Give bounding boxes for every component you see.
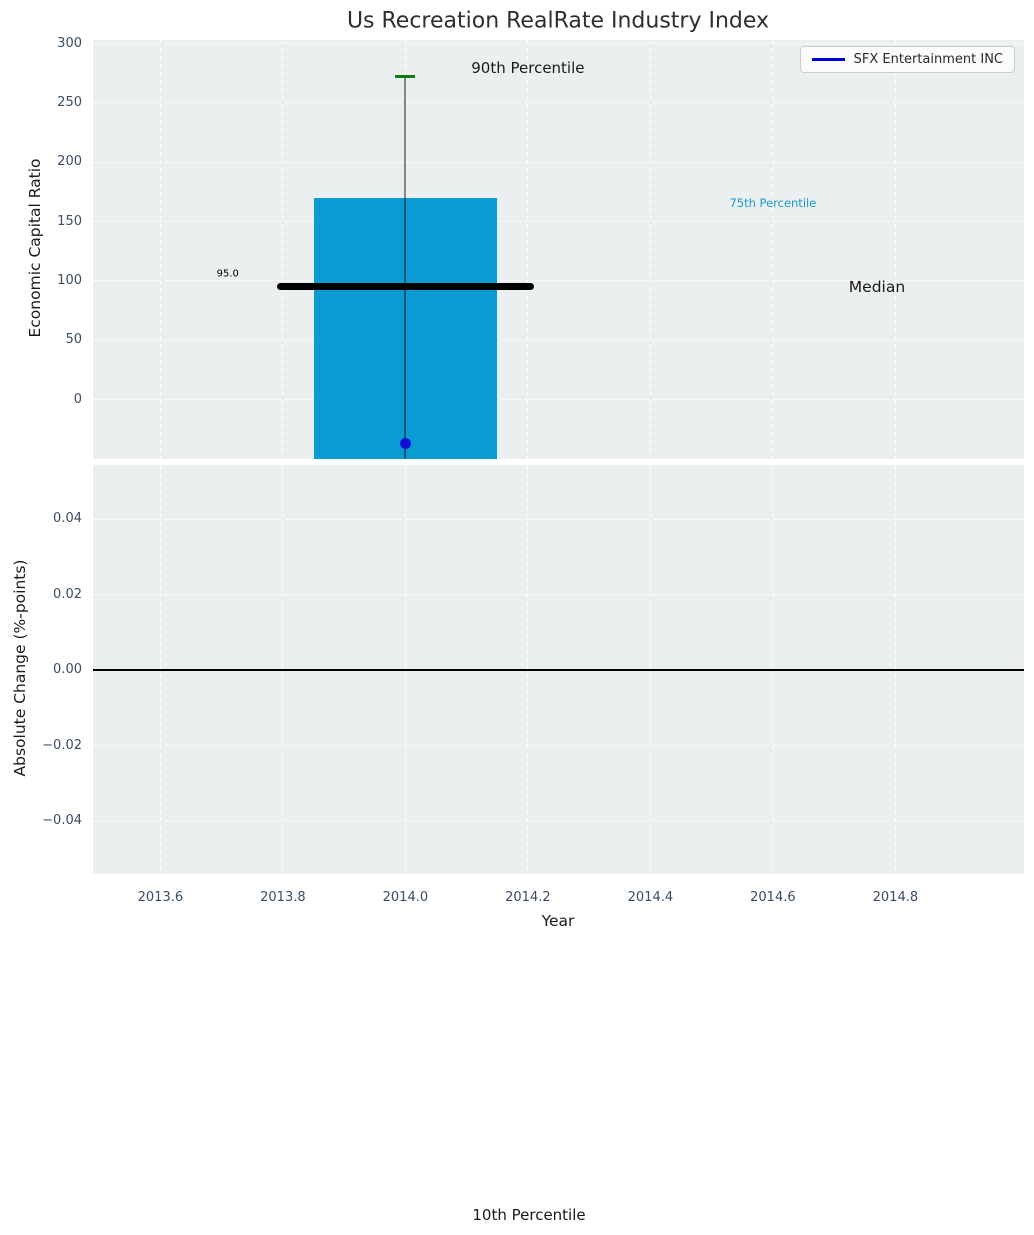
industry-percentile-bar: [313, 197, 498, 459]
chart-title: Us Recreation RealRate Industry Index: [346, 8, 770, 34]
x-tick-label: 2013.6: [137, 890, 184, 905]
annotation-median: Median: [848, 277, 906, 296]
y-tick-label-bottom: −0.04: [42, 813, 82, 829]
y-axis-label-top: Economic Capital Ratio: [26, 158, 44, 338]
axes-economic-capital-ratio: SFX Entertainment INC 90th Percentile 75t…: [93, 40, 1024, 459]
gridline-vertical: [159, 40, 161, 459]
gridline-horizontal: [93, 339, 1024, 341]
gridline-horizontal: [93, 161, 1024, 163]
annotation-75th-percentile: 75th Percentile: [729, 195, 817, 210]
gridline-horizontal: [93, 594, 1024, 596]
x-tick-label: 2014.4: [627, 890, 674, 905]
gridline-horizontal: [93, 221, 1024, 223]
y-tick-label-top: 250: [57, 94, 82, 110]
legend: SFX Entertainment INC: [799, 46, 1015, 73]
gridline-horizontal: [93, 43, 1024, 45]
x-tick-label: 2014.6: [750, 890, 796, 905]
annotation-90th-percentile: 90th Percentile: [471, 59, 585, 78]
y-tick-label-top: 50: [65, 332, 82, 348]
gridline-horizontal: [93, 102, 1024, 104]
y-tick-label-top: 0: [73, 391, 82, 407]
y-tick-label-bottom: 0.02: [53, 586, 82, 602]
y-tick-label-top: 100: [57, 272, 82, 288]
company-data-point: [399, 438, 411, 450]
x-tick-label: 2014.2: [505, 890, 551, 905]
x-tick-label: 2014.0: [382, 890, 429, 905]
gridline-horizontal: [93, 745, 1024, 747]
y-tick-label-bottom: −0.02: [42, 737, 82, 753]
percentile-whisker: [404, 76, 407, 459]
gridline-horizontal: [93, 280, 1024, 282]
x-axis-label: Year: [541, 912, 575, 930]
gridline-horizontal: [93, 399, 1024, 401]
gridline-vertical: [282, 40, 284, 459]
x-tick-label: 2014.8: [872, 890, 919, 905]
x-tick-label: 2013.8: [260, 890, 306, 905]
y-tick-label-top: 200: [57, 154, 82, 170]
median-line: [276, 283, 534, 291]
annotation-median-value: 95.0: [216, 268, 239, 280]
gridline-vertical: [772, 40, 774, 459]
gridline-horizontal: [93, 518, 1024, 520]
y-tick-label-top: 150: [57, 213, 82, 229]
gridline-vertical: [894, 40, 896, 459]
gridline-vertical: [527, 40, 529, 459]
legend-line-icon: [811, 58, 845, 61]
y-tick-label-bottom: 0.04: [53, 511, 82, 526]
annotation-10th-percentile: 10th Percentile: [472, 1206, 586, 1224]
y-tick-label-bottom: 0.00: [53, 662, 82, 678]
legend-label: SFX Entertainment INC: [853, 52, 1003, 67]
zero-line: [93, 669, 1024, 671]
axes-absolute-change: [93, 465, 1024, 874]
gridline-horizontal: [93, 820, 1024, 822]
gridline-vertical: [649, 40, 651, 459]
p90-tick-mark: [395, 75, 416, 79]
y-tick-label-top: 300: [57, 35, 82, 51]
